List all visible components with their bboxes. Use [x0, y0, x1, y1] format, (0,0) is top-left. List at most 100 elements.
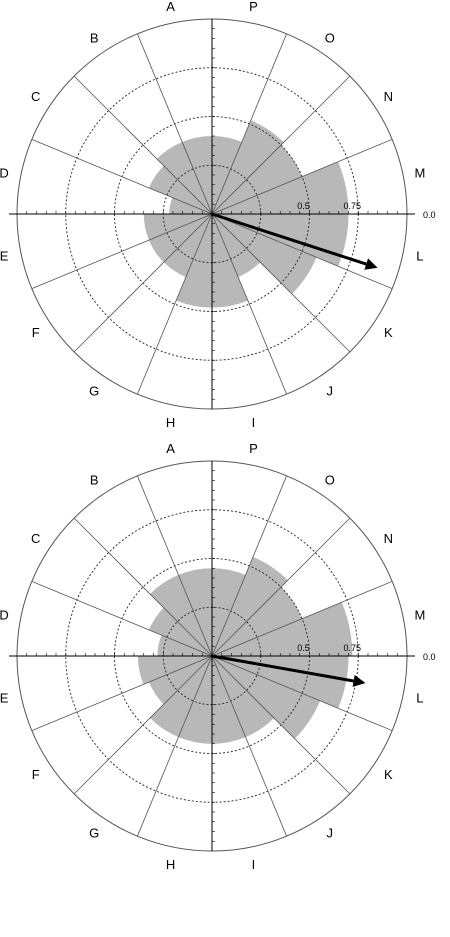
direction-label-A: A — [166, 0, 175, 14]
direction-label-H: H — [166, 415, 175, 430]
wedge-P — [212, 568, 246, 656]
direction-label-J: J — [327, 383, 334, 398]
spoke-3 — [211, 139, 393, 215]
ring-label: 0.5 — [297, 201, 310, 211]
direction-label-L: L — [416, 690, 423, 705]
wedge-H — [176, 214, 212, 308]
ring-label: 0.0 — [423, 210, 436, 220]
wedge-P — [212, 136, 242, 214]
direction-label-E: E — [0, 248, 9, 263]
direction-label-E: E — [0, 690, 9, 705]
direction-label-G: G — [89, 825, 99, 840]
wedge-H — [178, 656, 212, 744]
mean-vector-arrowhead — [352, 675, 366, 687]
mean-vector-line — [211, 212, 367, 266]
direction-label-F: F — [32, 325, 40, 340]
spoke-5 — [211, 213, 393, 289]
direction-label-N: N — [384, 531, 393, 546]
spoke-15 — [137, 33, 213, 215]
spoke-5 — [211, 655, 393, 731]
ring-label: 0.5 — [297, 643, 310, 653]
direction-label-F: F — [32, 767, 40, 782]
spoke-15 — [137, 475, 213, 657]
wedge-J — [212, 656, 275, 738]
wedge-M — [212, 602, 353, 656]
spoke-1 — [211, 475, 287, 657]
wedge-F — [148, 656, 212, 705]
mean-vector-line — [211, 654, 354, 683]
wedge-K — [212, 214, 317, 294]
wedge-M — [212, 161, 349, 214]
spoke-9 — [137, 655, 213, 837]
wedge-N — [212, 587, 303, 656]
wedge-J — [212, 214, 261, 278]
direction-label-N: N — [384, 89, 393, 104]
spoke-10 — [73, 213, 213, 353]
wedge-I — [212, 656, 246, 744]
wedge-G — [163, 214, 212, 278]
wedges — [137, 556, 353, 744]
direction-label-H: H — [166, 857, 175, 872]
wedge-C — [148, 165, 212, 214]
spoke-14 — [73, 517, 213, 657]
direction-label-K: K — [384, 767, 393, 782]
spoke-7 — [211, 213, 287, 395]
mean-vector-arrowhead — [364, 258, 378, 270]
direction-label-J: J — [327, 825, 334, 840]
direction-label-I: I — [252, 415, 256, 430]
direction-label-K: K — [384, 325, 393, 340]
direction-label-M: M — [414, 608, 425, 623]
direction-label-G: G — [89, 383, 99, 398]
spoke-3 — [211, 581, 393, 657]
wedge-N — [212, 145, 303, 214]
spoke-1 — [211, 33, 287, 215]
spoke-9 — [137, 213, 213, 395]
wedge-L — [212, 656, 349, 709]
spoke-11 — [31, 213, 213, 289]
direction-label-O: O — [325, 473, 335, 488]
spoke-14 — [73, 75, 213, 215]
wedge-E — [143, 214, 212, 241]
ring-label: 0.75 — [344, 201, 362, 211]
ring-label: 0.0 — [423, 652, 436, 662]
direction-label-M: M — [414, 166, 425, 181]
direction-label-A: A — [166, 441, 175, 456]
wedge-O — [212, 556, 288, 656]
direction-label-D: D — [0, 608, 9, 623]
direction-label-I: I — [252, 857, 256, 872]
wedge-B — [149, 574, 212, 656]
spoke-7 — [211, 655, 287, 837]
wedge-B — [156, 141, 212, 214]
spoke-11 — [31, 655, 213, 731]
wedge-F — [148, 214, 212, 263]
wedges — [143, 120, 349, 308]
direction-label-P: P — [249, 0, 258, 14]
wedge-I — [212, 214, 248, 308]
direction-label-B: B — [90, 31, 99, 46]
spoke-10 — [73, 655, 213, 795]
direction-label-C: C — [31, 531, 40, 546]
wedge-A — [178, 568, 212, 656]
direction-label-L: L — [416, 248, 423, 263]
wedge-C — [148, 607, 212, 656]
direction-label-P: P — [249, 441, 258, 456]
direction-label-C: C — [31, 89, 40, 104]
direction-label-B: B — [90, 473, 99, 488]
wedge-O — [212, 120, 284, 214]
wedge-A — [182, 136, 212, 214]
spoke-2 — [211, 517, 351, 657]
wedge-E — [137, 656, 212, 685]
spoke-6 — [211, 655, 351, 795]
direction-label-O: O — [325, 31, 335, 46]
direction-label-D: D — [0, 166, 9, 181]
rose-chart-top: 0.5 0.75 0.0 A P O N M L K J I H G F E D C B — [0, 0, 436, 430]
wedge-G — [149, 656, 212, 738]
spoke-13 — [31, 581, 213, 657]
ring-label: 0.75 — [344, 643, 362, 653]
wedge-L — [212, 214, 349, 267]
spoke-13 — [31, 139, 213, 215]
spoke-6 — [211, 213, 351, 353]
rose-chart-bottom: 0.5 0.75 0.0 A P O N M L K J I H G F E D C B — [0, 441, 436, 872]
